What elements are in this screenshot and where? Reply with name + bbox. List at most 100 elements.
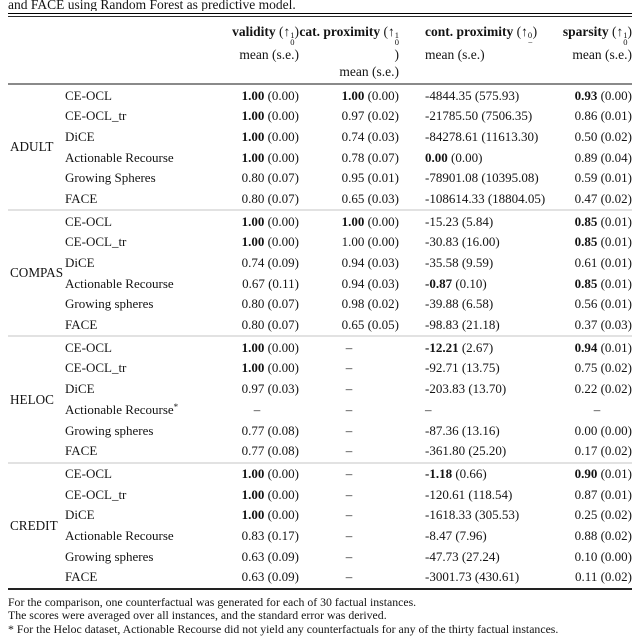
se-value: (16.00) <box>458 234 500 250</box>
metric-cell: 0.77 (0.08) <box>215 443 299 459</box>
metric-cell: 0.25 (0.02) <box>562 507 632 523</box>
mean-value: 1.00 <box>241 87 265 103</box>
mean-value: -47.73 <box>425 548 459 564</box>
method-label: FACE <box>65 190 98 206</box>
metric-cell: 0.65 (0.05) <box>299 317 399 333</box>
metric-cell: -361.80 (25.20) <box>399 443 562 459</box>
metric-cell: – <box>345 443 353 459</box>
se-value: (0.02) <box>597 569 632 585</box>
se-value: (0.07) <box>264 170 299 186</box>
mean-value: -78901.08 <box>425 170 479 186</box>
se-value: (0.03) <box>364 255 399 271</box>
mean-value: 0.74 <box>241 255 265 271</box>
mean-value: -8.47 <box>425 527 453 543</box>
method-label: FACE <box>65 443 98 459</box>
mean-value: 0.85 <box>574 234 598 250</box>
metric-cell: 0.10 (0.00) <box>562 549 632 565</box>
mean-value: 0.94 <box>341 275 365 291</box>
mean-value: -120.61 <box>425 486 466 502</box>
mean-value: -98.83 <box>425 317 459 333</box>
se-value: (0.00) <box>264 465 299 481</box>
se-value: (0.05) <box>364 317 399 333</box>
mean-value: 0.75 <box>574 360 598 376</box>
mean-value: 0.37 <box>574 317 598 333</box>
mean-value: 0.78 <box>341 149 365 165</box>
se-value: (118.54) <box>465 486 513 502</box>
up-arrow-icon: ↑ <box>521 24 528 39</box>
mean-value: -1618.33 <box>425 507 472 523</box>
table-row: CE-OCL_tr 1.00 (0.00) 0.97 (0.02) -21785.50… <box>65 106 632 127</box>
mean-value: 0.85 <box>574 275 598 291</box>
table-row: FACE 0.77 (0.08) – -361.80 (25.20) 0.17 (0.0… <box>65 441 632 462</box>
mean-value: 0.65 <box>341 190 365 206</box>
se-value: (0.10) <box>452 275 487 291</box>
arrow-subscript: 0 <box>623 36 628 47</box>
mean-value: 1.00 <box>341 87 365 103</box>
se-value: (0.01) <box>597 255 632 271</box>
metric-cell: 0.61 (0.01) <box>562 255 632 271</box>
se-value: (0.00) <box>264 234 299 250</box>
mean-value: -0.87 <box>425 275 453 291</box>
metric-cell: 0.86 (0.01) <box>562 108 632 124</box>
mean-value: 0.86 <box>574 108 598 124</box>
column-subheader-mean-se: mean (s.e.) <box>425 46 485 62</box>
table-row: CE-OCL 1.00 (0.00) 1.00 (0.00) -4844.35 (57… <box>65 85 632 106</box>
metric-cell: 1.00 (0.00) <box>215 214 299 230</box>
mean-value: 0.74 <box>341 128 365 144</box>
method-label: Growing spheres <box>65 548 154 564</box>
mean-value: -4844.35 <box>425 87 472 103</box>
metric-cell: -8.47 (7.96) <box>399 528 562 544</box>
se-value: (0.02) <box>597 381 632 397</box>
metric-cell: -78901.08 (10395.08) <box>399 170 562 186</box>
metric-cell: – <box>345 360 353 376</box>
mean-value: 0.63 <box>241 548 265 564</box>
se-value: (21.18) <box>458 317 500 333</box>
metric-cell: 0.67 (0.11) <box>215 276 299 292</box>
se-value: (0.01) <box>597 234 632 250</box>
table-caption: and FACE using Random Forest as predicti… <box>8 0 632 11</box>
method-label: CE-OCL <box>65 465 112 481</box>
se-value: (0.02) <box>597 443 632 459</box>
se-value: (0.09) <box>264 569 299 585</box>
dataset-rows: CE-OCL 1.00 (0.00) 1.00 (0.00) -15.23 (5.84… <box>65 211 632 335</box>
method-label: CE-OCL <box>65 213 112 229</box>
se-value: (0.07) <box>264 190 299 206</box>
column-header-title: sparsity <box>562 24 609 39</box>
metric-cell: 0.74 (0.09) <box>215 255 299 271</box>
method-asterisk: * <box>173 401 179 412</box>
method-label: FACE <box>65 317 98 333</box>
mean-value: -39.88 <box>425 296 459 312</box>
table-row: Growing Spheres 0.80 (0.07) 0.95 (0.01) -78… <box>65 168 632 189</box>
se-value: (0.00) <box>264 507 299 523</box>
metric-cell: 1.00 (0.00) <box>215 487 299 503</box>
metric-cell: -39.88 (6.58) <box>399 296 562 312</box>
metric-cell: – <box>345 569 353 585</box>
mean-value: 0.59 <box>574 170 598 186</box>
mean-value: 1.00 <box>241 507 265 523</box>
column-header-label: validity (↑ 1 0) <box>232 24 299 47</box>
se-value: (0.00) <box>264 213 299 229</box>
arrow-subscript: 0 <box>290 36 295 47</box>
metric-cell: 0.47 (0.02) <box>562 191 632 207</box>
column-subheader-mean-se: mean (s.e.) <box>239 46 299 62</box>
method-label: DiCE <box>65 255 95 271</box>
metric-cell: 1.00 (0.00) <box>215 150 299 166</box>
se-value: (0.04) <box>597 149 632 165</box>
dataset-rows: CE-OCL 1.00 (0.00) – -1.18 (0.66) 0.90 (0.01… <box>65 464 632 588</box>
mean-value: 1.00 <box>341 213 365 229</box>
metric-cell: -203.83 (13.70) <box>399 381 562 397</box>
se-value: (0.00) <box>264 128 299 144</box>
se-value: (0.01) <box>597 296 632 312</box>
dataset-label: HELOC <box>10 391 54 407</box>
se-value: (0.01) <box>597 170 632 186</box>
mean-value: 0.25 <box>574 507 598 523</box>
se-value: (430.61) <box>471 569 520 585</box>
metric-cell: -21785.50 (7506.35) <box>399 108 562 124</box>
metric-cell: -12.21 (2.67) <box>399 340 562 356</box>
method-label: FACE <box>65 569 98 585</box>
mean-value: -87.36 <box>425 422 459 438</box>
se-value: (0.01) <box>364 170 399 186</box>
mean-value: 1.00 <box>241 339 265 355</box>
metric-cell: 0.00 (0.00) <box>562 423 632 439</box>
se-value: (0.09) <box>264 548 299 564</box>
